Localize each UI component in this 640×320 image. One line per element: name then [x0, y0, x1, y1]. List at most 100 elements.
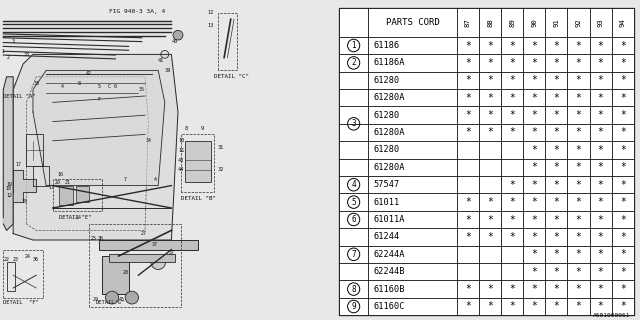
- Text: *: *: [554, 58, 559, 68]
- Bar: [479, 228, 501, 246]
- Bar: [457, 298, 479, 315]
- Text: *: *: [598, 249, 604, 259]
- Bar: [612, 89, 634, 106]
- Bar: [545, 263, 568, 280]
- Bar: [524, 280, 545, 298]
- Text: *: *: [465, 232, 471, 242]
- Text: *: *: [465, 93, 471, 103]
- Text: *: *: [575, 127, 581, 138]
- Text: *: *: [598, 110, 604, 120]
- Bar: [589, 211, 612, 228]
- Text: 4: 4: [351, 180, 356, 189]
- Bar: [76, 186, 89, 202]
- Bar: [545, 54, 568, 72]
- Text: *: *: [487, 301, 493, 311]
- Bar: [501, 280, 524, 298]
- Text: *: *: [554, 301, 559, 311]
- Bar: [612, 280, 634, 298]
- Text: *: *: [554, 93, 559, 103]
- Text: *: *: [575, 145, 581, 155]
- Text: 62244B: 62244B: [373, 267, 404, 276]
- Text: 6: 6: [351, 215, 356, 224]
- Polygon shape: [13, 54, 178, 240]
- Text: *: *: [531, 110, 537, 120]
- Bar: [457, 37, 479, 54]
- Text: *: *: [509, 58, 515, 68]
- Text: *: *: [575, 214, 581, 225]
- Bar: [545, 8, 568, 37]
- Circle shape: [106, 291, 118, 304]
- Bar: [339, 159, 369, 176]
- Text: 5: 5: [97, 84, 100, 89]
- Bar: [501, 193, 524, 211]
- Text: 94: 94: [620, 18, 626, 27]
- Bar: [545, 37, 568, 54]
- Text: *: *: [575, 58, 581, 68]
- Text: 8: 8: [77, 81, 81, 86]
- Bar: [524, 72, 545, 89]
- Bar: [545, 106, 568, 124]
- Text: *: *: [598, 232, 604, 242]
- Text: *: *: [554, 110, 559, 120]
- Bar: [524, 124, 545, 141]
- Bar: [524, 141, 545, 159]
- Bar: [457, 211, 479, 228]
- Bar: [501, 106, 524, 124]
- Text: 62244A: 62244A: [373, 250, 404, 259]
- Bar: [589, 72, 612, 89]
- Text: 1: 1: [351, 41, 356, 50]
- Text: *: *: [620, 58, 626, 68]
- Text: 61280A: 61280A: [373, 163, 404, 172]
- Bar: [568, 89, 589, 106]
- Bar: [369, 211, 457, 228]
- Bar: [612, 72, 634, 89]
- Text: 92: 92: [575, 18, 582, 27]
- Bar: [501, 159, 524, 176]
- Text: *: *: [531, 232, 537, 242]
- Text: 11: 11: [178, 148, 184, 153]
- Bar: [369, 72, 457, 89]
- Text: *: *: [598, 214, 604, 225]
- Text: *: *: [487, 41, 493, 51]
- Bar: [339, 246, 369, 263]
- Bar: [568, 72, 589, 89]
- Bar: [524, 176, 545, 193]
- Text: *: *: [531, 180, 537, 190]
- Bar: [102, 256, 129, 294]
- Bar: [589, 8, 612, 37]
- Bar: [339, 37, 369, 54]
- Text: *: *: [554, 267, 559, 277]
- Bar: [369, 159, 457, 176]
- Bar: [545, 176, 568, 193]
- Text: C: C: [108, 84, 110, 89]
- Bar: [524, 298, 545, 315]
- Text: 42: 42: [86, 71, 92, 76]
- Text: *: *: [598, 197, 604, 207]
- Bar: [479, 211, 501, 228]
- Text: *: *: [575, 232, 581, 242]
- Text: 61011A: 61011A: [373, 215, 404, 224]
- Text: *: *: [465, 214, 471, 225]
- Text: *: *: [575, 41, 581, 51]
- Text: *: *: [575, 267, 581, 277]
- Bar: [369, 89, 457, 106]
- Text: *: *: [620, 197, 626, 207]
- Text: DETAIL "A": DETAIL "A": [3, 93, 36, 99]
- Text: *: *: [575, 301, 581, 311]
- Text: 61280: 61280: [373, 145, 399, 154]
- Bar: [479, 193, 501, 211]
- Text: *: *: [531, 249, 537, 259]
- Text: 19: 19: [7, 181, 13, 187]
- Text: *: *: [575, 284, 581, 294]
- Text: 21: 21: [64, 180, 70, 185]
- Bar: [612, 228, 634, 246]
- Text: 61280A: 61280A: [373, 93, 404, 102]
- Text: *: *: [598, 145, 604, 155]
- Text: 5: 5: [351, 197, 356, 207]
- Text: F: F: [97, 97, 100, 102]
- Text: *: *: [554, 162, 559, 172]
- Bar: [524, 8, 545, 37]
- Bar: [545, 193, 568, 211]
- Text: 12: 12: [7, 193, 13, 198]
- Bar: [568, 280, 589, 298]
